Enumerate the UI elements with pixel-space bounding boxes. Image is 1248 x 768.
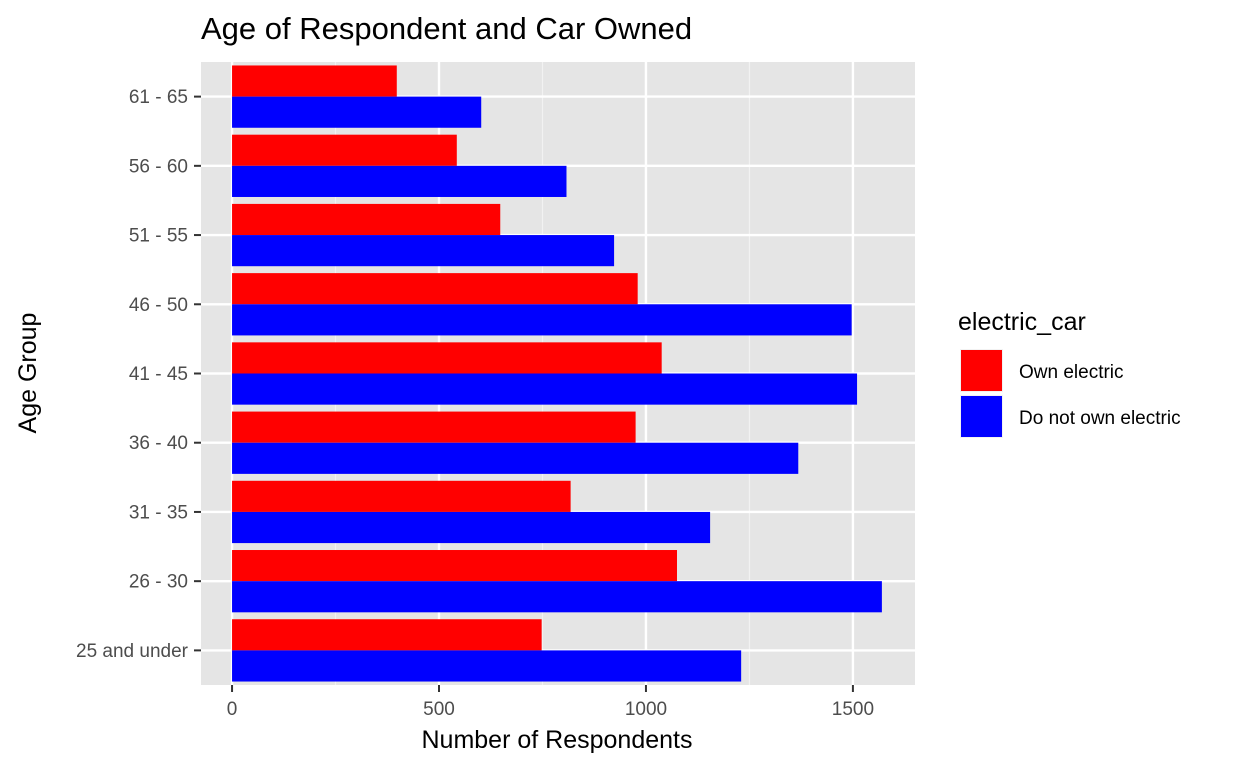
legend: electric_car Own electric Do not own elec… bbox=[958, 308, 1181, 438]
y-tick-label: 46 - 50 bbox=[129, 295, 188, 316]
bar-do-not-own-electric bbox=[232, 304, 852, 336]
x-tick-label: 1500 bbox=[832, 699, 874, 720]
bar-own-electric bbox=[232, 411, 636, 443]
chart-title: Age of Respondent and Car Owned bbox=[201, 11, 692, 46]
bar-own-electric bbox=[232, 550, 678, 582]
bar-own-electric bbox=[232, 273, 638, 305]
y-axis: 25 and under 26 - 30 31 - 35 36 - 40 41 - 45… bbox=[76, 87, 201, 662]
legend-title: electric_car bbox=[958, 308, 1086, 336]
bar-own-electric bbox=[232, 134, 457, 166]
x-tick-label: 500 bbox=[423, 699, 455, 720]
bar-own-electric bbox=[232, 619, 542, 651]
y-tick-label: 31 - 35 bbox=[129, 502, 188, 523]
y-axis-title: Age Group bbox=[14, 313, 42, 434]
legend-label: Own electric bbox=[1019, 362, 1124, 383]
y-tick-label: 36 - 40 bbox=[129, 433, 188, 454]
x-tick-label: 1000 bbox=[625, 699, 667, 720]
x-tick-label: 0 bbox=[227, 699, 238, 720]
bar-own-electric bbox=[232, 65, 397, 97]
bar-do-not-own-electric bbox=[232, 581, 882, 613]
bar-do-not-own-electric bbox=[232, 165, 567, 197]
y-tick-label: 51 - 55 bbox=[129, 226, 188, 247]
bar-own-electric bbox=[232, 342, 662, 374]
y-tick-label: 25 and under bbox=[76, 641, 189, 662]
bar-own-electric bbox=[232, 480, 571, 512]
bar-do-not-own-electric bbox=[232, 650, 742, 682]
y-tick-label: 61 - 65 bbox=[129, 87, 188, 108]
bar-own-electric bbox=[232, 203, 501, 236]
y-tick-label: 26 - 30 bbox=[129, 572, 188, 593]
x-axis: 0 500 1000 1500 bbox=[227, 685, 874, 720]
x-axis-title: Number of Respondents bbox=[422, 726, 693, 754]
legend-swatch bbox=[961, 350, 1002, 391]
legend-label: Do not own electric bbox=[1019, 408, 1181, 429]
bar-do-not-own-electric bbox=[232, 96, 482, 128]
legend-swatch bbox=[961, 396, 1002, 437]
bar-do-not-own-electric bbox=[232, 373, 858, 405]
bar-do-not-own-electric bbox=[232, 235, 615, 267]
bars bbox=[232, 65, 882, 682]
y-tick-label: 41 - 45 bbox=[129, 364, 188, 385]
y-tick-label: 56 - 60 bbox=[129, 156, 188, 177]
bar-do-not-own-electric bbox=[232, 511, 711, 544]
bar-do-not-own-electric bbox=[232, 442, 799, 474]
